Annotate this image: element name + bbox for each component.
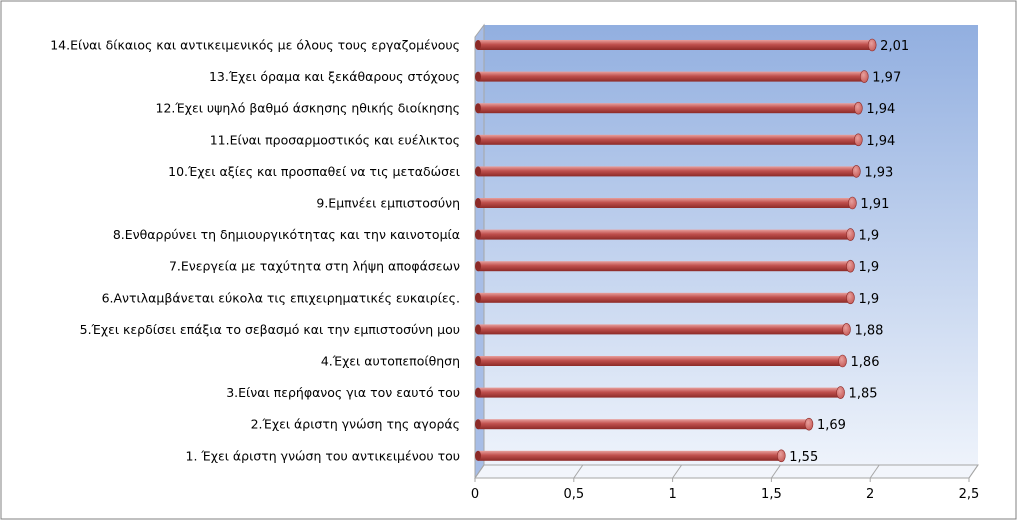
- back-wall: [484, 25, 978, 465]
- bar-left-cap: [475, 324, 481, 335]
- bar: [478, 324, 847, 335]
- category-label: 8.Ενθαρρύνει τη δημιουργικότητας και την…: [113, 227, 460, 242]
- data-label: 1,91: [860, 197, 889, 212]
- bar: [478, 71, 865, 82]
- category-label: 1. Έχει άριστη γνώση του αντικειμένου το…: [186, 448, 460, 463]
- side-wall: [474, 23, 485, 480]
- data-label: 2,01: [880, 39, 909, 54]
- bar-left-cap: [475, 356, 481, 366]
- bar: [478, 40, 873, 50]
- category-label: 6.Αντιλαμβάνεται εύκολα τις επιχειρηματι…: [102, 290, 460, 305]
- tick-depth-line: [968, 464, 979, 479]
- bar-end-cap: [842, 323, 851, 336]
- x-tick-label: 2: [866, 487, 874, 502]
- bar-end-cap: [848, 196, 857, 210]
- category-label: 7.Ενεργεία με ταχύτητα στη λήψη αποφάσεω…: [169, 259, 460, 274]
- bar-end-cap: [804, 417, 814, 431]
- category-label: 12.Έχει υψηλό βαθμό άσκησης ηθικής διοίκ…: [156, 101, 460, 116]
- bar-left-cap: [475, 292, 481, 303]
- bar-end-cap: [836, 386, 845, 399]
- tick-depth-line: [573, 464, 584, 479]
- tick-depth-line: [770, 464, 781, 479]
- data-label: 1,94: [866, 134, 895, 149]
- data-label: 1,9: [858, 292, 879, 307]
- floor: [474, 464, 979, 479]
- data-label: 1,86: [851, 355, 880, 370]
- bar-left-cap: [475, 71, 481, 82]
- data-label: 1,9: [858, 260, 879, 275]
- category-label: 11.Είναι προσαρμοστικός και ευέλικτος: [210, 132, 460, 147]
- x-tick-label: 1,5: [761, 487, 782, 502]
- data-label: 1,88: [854, 323, 883, 338]
- bar-left-cap: [475, 103, 481, 114]
- bar-left-cap: [475, 387, 481, 398]
- bar: [478, 229, 851, 240]
- bar-end-cap: [776, 449, 786, 463]
- bar: [478, 166, 857, 177]
- bar-end-cap: [867, 38, 877, 52]
- category-label: 5.Έχει κερδίσει επάξια το σεβασμό και τη…: [80, 322, 460, 337]
- data-label: 1,94: [866, 102, 895, 117]
- bar-end-cap: [854, 101, 863, 115]
- bar: [478, 134, 859, 145]
- bar-end-cap: [838, 354, 847, 368]
- bar-left-cap: [475, 198, 481, 208]
- x-tick-label: 0: [471, 487, 479, 502]
- bar-end-cap: [846, 291, 855, 305]
- bar-end-cap: [846, 259, 855, 273]
- data-label: 1,55: [789, 450, 818, 465]
- bar-left-cap: [475, 134, 481, 145]
- x-tick-label: 1: [668, 487, 676, 502]
- bar-left-cap: [475, 166, 481, 177]
- tick-depth-line: [869, 464, 880, 479]
- category-label: 14.Είναι δίκαιος και αντικειμενικός με ό…: [50, 38, 460, 53]
- tick-depth-line: [474, 464, 485, 479]
- category-label: 10.Έχει αξίες και προσπαθεί να τις μεταδ…: [168, 164, 460, 179]
- bar-left-cap: [475, 40, 481, 50]
- bar: [478, 103, 859, 114]
- bar: [478, 450, 782, 461]
- data-label: 1,93: [864, 165, 893, 180]
- bar-end-cap: [846, 228, 855, 241]
- category-label: 2.Έχει άριστη γνώση της αγοράς: [251, 417, 460, 432]
- category-label: 13.Έχει όραμα και ξεκάθαρους στόχους: [209, 69, 460, 84]
- bar: [478, 261, 851, 272]
- bar-left-cap: [475, 419, 481, 430]
- data-label: 1,9: [858, 229, 879, 244]
- bar-end-cap: [859, 70, 869, 83]
- x-tick-label: 0,5: [563, 487, 584, 502]
- bar-left-cap: [475, 261, 481, 272]
- data-label: 1,97: [872, 71, 901, 86]
- bar: [478, 387, 841, 398]
- bar-end-cap: [854, 133, 863, 147]
- data-label: 1,69: [817, 418, 846, 433]
- bar: [478, 198, 853, 208]
- category-label: 4.Έχει αυτοπεποίθηση: [321, 354, 460, 369]
- bar-end-cap: [852, 165, 861, 178]
- category-label: 9.Εμπνέει εμπιστοσύνη: [316, 196, 460, 211]
- x-tick-label: 2,5: [959, 487, 980, 502]
- bar: [478, 292, 851, 303]
- data-label: 1,85: [849, 387, 878, 402]
- bar: [478, 419, 809, 430]
- bar-left-cap: [475, 450, 481, 461]
- category-label: 3.Είναι περήφανος για τον εαυτό του: [226, 385, 460, 400]
- tick-depth-line: [672, 464, 683, 479]
- bar: [478, 356, 843, 366]
- bar-left-cap: [475, 229, 481, 240]
